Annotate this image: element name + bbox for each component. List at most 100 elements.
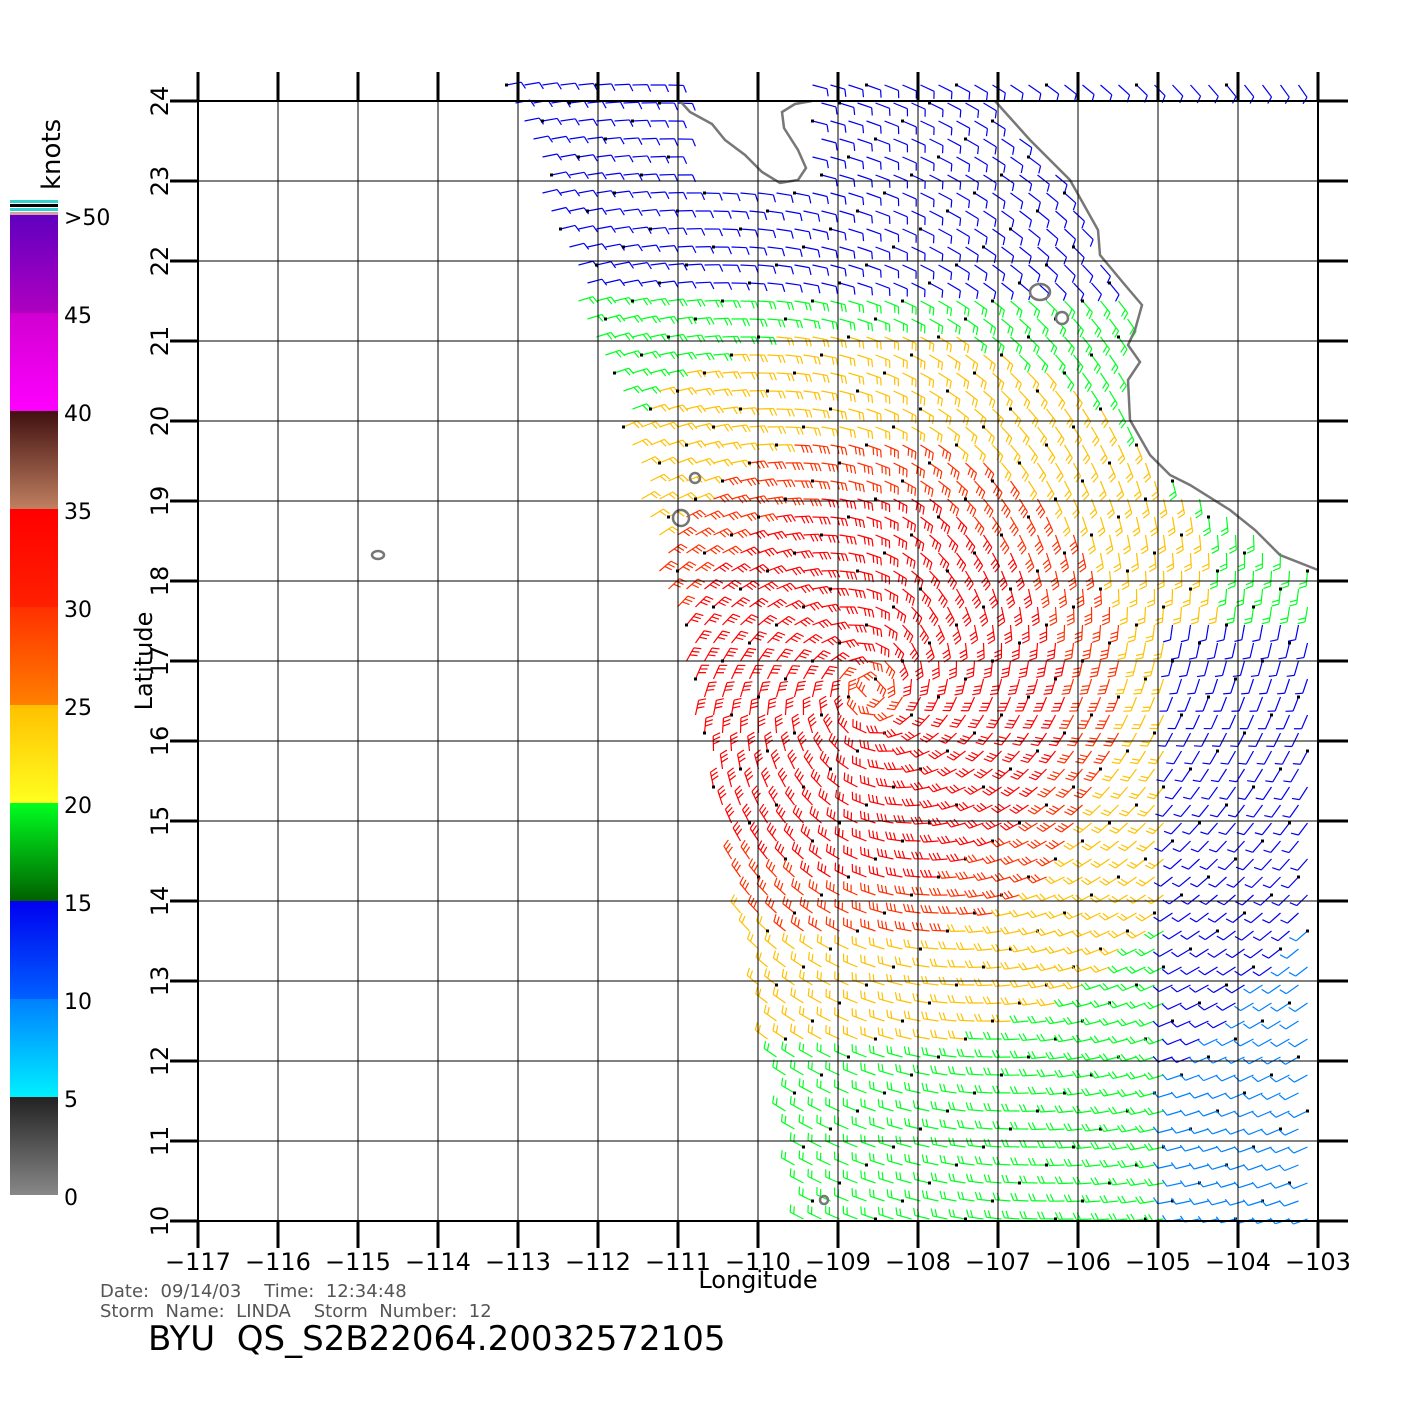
barb-feather bbox=[855, 625, 858, 632]
wind-barb bbox=[1024, 589, 1032, 608]
barb-feather bbox=[1032, 618, 1039, 622]
barb-feather bbox=[957, 559, 961, 566]
wind-barb bbox=[1113, 715, 1127, 729]
barb-feather bbox=[1082, 531, 1088, 536]
barb-feather bbox=[1073, 203, 1075, 210]
barb-staff bbox=[1101, 337, 1110, 349]
barb-feather bbox=[1148, 763, 1156, 764]
barb-feather bbox=[625, 334, 630, 340]
barb-feather bbox=[758, 601, 764, 605]
barb-feather bbox=[700, 476, 705, 481]
wind-barb bbox=[939, 265, 952, 280]
barb-feather bbox=[938, 361, 939, 369]
barb-feather bbox=[816, 634, 822, 638]
barb-feather bbox=[799, 735, 804, 740]
barb-feather bbox=[652, 352, 657, 358]
barb-feather bbox=[793, 722, 799, 726]
barb-feather bbox=[859, 304, 860, 312]
barb-feather bbox=[1002, 668, 1009, 670]
barb-feather bbox=[973, 325, 974, 332]
barb-feather bbox=[715, 372, 719, 379]
wind-barb bbox=[822, 211, 838, 222]
wind-barb bbox=[660, 457, 679, 464]
barb-feather bbox=[827, 552, 830, 559]
barb-feather bbox=[719, 265, 722, 272]
barb-staff bbox=[606, 102, 621, 103]
barb-feather bbox=[909, 596, 911, 603]
wind-barb bbox=[1117, 481, 1124, 500]
wind-barb bbox=[759, 373, 777, 380]
barb-feather bbox=[933, 344, 934, 352]
barb-feather bbox=[964, 343, 965, 350]
rain-flag bbox=[748, 462, 751, 465]
barb-feather bbox=[1098, 294, 1101, 301]
wind-barb bbox=[651, 474, 670, 481]
barb-staff bbox=[903, 157, 917, 163]
barb-feather bbox=[1007, 362, 1009, 369]
barb-feather bbox=[1061, 724, 1069, 725]
barb-feather bbox=[1057, 513, 1062, 519]
rain-flag bbox=[1135, 84, 1138, 87]
wind-barb bbox=[808, 714, 816, 733]
wind-barb bbox=[777, 549, 796, 557]
wind-barb bbox=[849, 193, 864, 205]
barb-feather bbox=[1128, 636, 1135, 638]
wind-barb bbox=[705, 716, 714, 733]
barb-staff bbox=[696, 282, 711, 283]
barb-feather bbox=[827, 411, 829, 418]
wind-barb bbox=[1125, 661, 1136, 677]
wind-barb bbox=[732, 283, 750, 290]
barb-feather bbox=[912, 598, 914, 605]
wind-barb bbox=[759, 582, 778, 591]
barb-staff bbox=[1223, 661, 1227, 675]
barb-staff bbox=[1164, 535, 1166, 550]
barb-feather bbox=[1233, 675, 1241, 676]
wind-barb bbox=[1011, 85, 1024, 101]
barb-feather bbox=[1034, 308, 1036, 315]
barb-feather bbox=[1078, 403, 1082, 410]
barb-feather bbox=[774, 533, 779, 539]
wind-barb bbox=[1171, 643, 1181, 659]
barb-staff bbox=[804, 391, 819, 393]
wind-barb bbox=[858, 607, 874, 617]
barb-feather bbox=[807, 673, 815, 674]
barb-staff bbox=[804, 355, 819, 357]
barb-feather bbox=[1110, 477, 1115, 483]
barb-feather bbox=[1060, 758, 1067, 760]
barb-feather bbox=[975, 522, 979, 529]
wind-barb bbox=[970, 625, 978, 644]
barb-feather bbox=[968, 726, 976, 727]
rain-flag bbox=[982, 606, 985, 609]
barb-feather bbox=[818, 429, 820, 436]
barb-feather bbox=[754, 547, 760, 552]
barb-staff bbox=[624, 174, 639, 175]
barb-staff bbox=[786, 391, 801, 392]
wind-barb bbox=[786, 211, 803, 221]
barb-feather bbox=[790, 583, 795, 588]
barb-feather bbox=[1293, 764, 1301, 765]
barb-staff bbox=[876, 283, 890, 288]
barb-feather bbox=[1013, 490, 1017, 497]
barb-feather bbox=[1029, 777, 1036, 780]
barb-staff bbox=[903, 193, 917, 199]
rain-flag bbox=[1018, 282, 1021, 285]
wind-barb bbox=[979, 697, 993, 711]
wind-barb bbox=[804, 602, 823, 610]
barb-feather bbox=[720, 532, 726, 537]
wind-barb bbox=[1158, 535, 1165, 554]
wind-barb bbox=[858, 139, 873, 151]
wind-barb bbox=[768, 391, 786, 398]
barb-staff bbox=[597, 155, 612, 157]
wind-barb bbox=[903, 589, 915, 606]
rain-flag bbox=[1036, 570, 1039, 573]
barb-staff bbox=[957, 409, 969, 418]
wind-barb bbox=[939, 337, 952, 352]
barb-feather bbox=[1008, 326, 1010, 333]
barb-staff bbox=[1119, 85, 1130, 95]
barb-feather bbox=[984, 759, 991, 762]
barb-staff bbox=[957, 229, 970, 237]
barb-feather bbox=[1118, 658, 1125, 660]
wind-barb bbox=[1244, 607, 1253, 624]
barb-feather bbox=[868, 574, 869, 582]
barb-feather bbox=[799, 656, 806, 658]
